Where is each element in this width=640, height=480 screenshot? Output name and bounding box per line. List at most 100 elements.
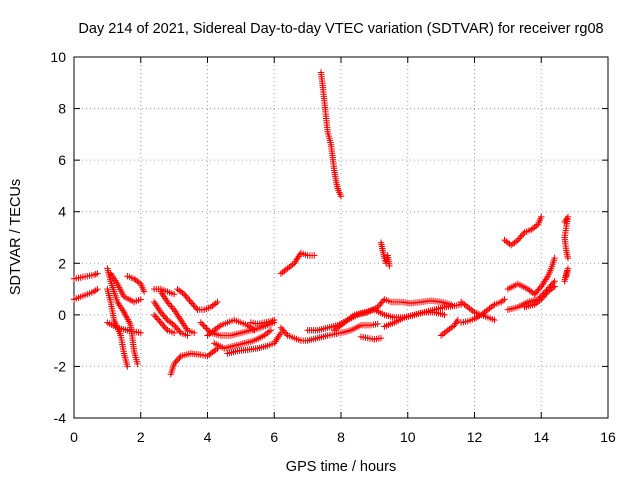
- data-point: [454, 316, 461, 324]
- series-arc: [70, 270, 101, 282]
- data-point: [170, 322, 178, 329]
- series-arc: [211, 327, 275, 352]
- data-point: [374, 320, 381, 328]
- data-point: [162, 315, 170, 322]
- data-point: [281, 267, 288, 275]
- data-point: [211, 327, 218, 334]
- series-arc: [521, 283, 558, 311]
- tick-labels: 0 2 4 6 8 10 12 14 16 -4 -2 0 2 4 6 8 10: [50, 49, 616, 445]
- series-arc: [167, 345, 221, 378]
- data-point: [137, 329, 144, 337]
- data-point: [286, 264, 293, 271]
- series-arc: [204, 316, 258, 339]
- x-tick-label: 16: [600, 429, 616, 445]
- data-point: [170, 329, 178, 337]
- data-point: [491, 316, 498, 324]
- data-point: [489, 302, 497, 309]
- x-tick-label: 12: [467, 429, 483, 445]
- data-point: [267, 327, 275, 334]
- data-point: [173, 325, 180, 332]
- x-axis-label: GPS time / hours: [286, 459, 396, 475]
- data-point: [203, 325, 210, 332]
- grid-lines: [74, 57, 608, 418]
- data-point: [244, 322, 251, 329]
- data-point: [130, 275, 138, 282]
- data-point: [337, 193, 345, 200]
- series-arc: [561, 265, 572, 285]
- data-point: [193, 305, 200, 312]
- x-tick-label: 2: [137, 429, 145, 445]
- y-tick-label: -4: [54, 410, 67, 426]
- data-point: [200, 322, 207, 329]
- data-point: [204, 326, 212, 334]
- x-tick-label: 0: [70, 429, 78, 445]
- series-arc: [150, 285, 178, 298]
- series-arc: [317, 69, 345, 200]
- data-point: [468, 306, 475, 313]
- data-point: [206, 331, 213, 338]
- series-arc: [381, 301, 465, 330]
- data-point: [214, 298, 221, 306]
- y-tick-label: -2: [54, 358, 67, 374]
- series-arc: [224, 329, 285, 357]
- data-point: [344, 316, 351, 324]
- data-point: [532, 289, 540, 296]
- series-arc: [247, 316, 278, 328]
- series-arc: [357, 333, 385, 343]
- data-point: [441, 311, 448, 319]
- data-point: [484, 306, 492, 313]
- data-point: [187, 298, 194, 306]
- axis-ticks: [73, 56, 609, 419]
- series-arc: [561, 213, 572, 262]
- data-point: [160, 322, 167, 329]
- data-point: [378, 299, 385, 306]
- series-arc: [437, 316, 461, 339]
- chart-title: Day 214 of 2021, Sidereal Day-to-day VTE…: [78, 21, 603, 37]
- data-point: [375, 302, 383, 309]
- data-point: [176, 328, 183, 335]
- y-tick-label: 10: [50, 49, 66, 65]
- series-arc: [174, 285, 221, 313]
- data-point: [188, 300, 196, 307]
- data-point: [165, 300, 172, 307]
- data-point: [140, 288, 148, 295]
- data-point: [379, 297, 387, 305]
- data-point: [249, 325, 256, 333]
- data-point: [535, 286, 542, 293]
- series-arc: [150, 298, 191, 339]
- y-tick-label: 8: [58, 101, 66, 117]
- data-point: [170, 360, 178, 368]
- series-arc: [504, 254, 558, 298]
- data-point: [191, 303, 198, 310]
- data-point: [504, 239, 512, 246]
- y-axis-label: SDTVAR / TECUs: [8, 179, 24, 295]
- data-point: [152, 313, 159, 320]
- series-arc: [104, 265, 141, 368]
- data-point: [206, 351, 213, 358]
- data-point: [264, 329, 271, 337]
- data-point: [534, 287, 541, 295]
- data-point: [190, 301, 197, 309]
- y-tick-label: 6: [58, 152, 66, 168]
- data-point: [174, 285, 181, 293]
- data-point: [551, 254, 558, 262]
- data-point: [169, 320, 176, 328]
- data-point: [197, 319, 204, 326]
- data-point: [164, 298, 171, 306]
- series-arc: [277, 249, 318, 277]
- series-arc: [70, 285, 101, 303]
- data-point: [377, 300, 384, 308]
- data-point: [564, 254, 572, 262]
- x-tick-label: 14: [533, 429, 549, 445]
- data-point: [311, 252, 318, 259]
- data-point: [176, 354, 183, 361]
- series-arc: [157, 288, 198, 337]
- x-tick-label: 10: [400, 429, 416, 445]
- data-point: [386, 262, 393, 270]
- data-point: [520, 230, 527, 238]
- data-points: [70, 69, 572, 378]
- series-arc: [501, 213, 545, 249]
- data-point: [191, 329, 198, 337]
- data-point: [183, 294, 190, 301]
- data-point: [94, 270, 101, 277]
